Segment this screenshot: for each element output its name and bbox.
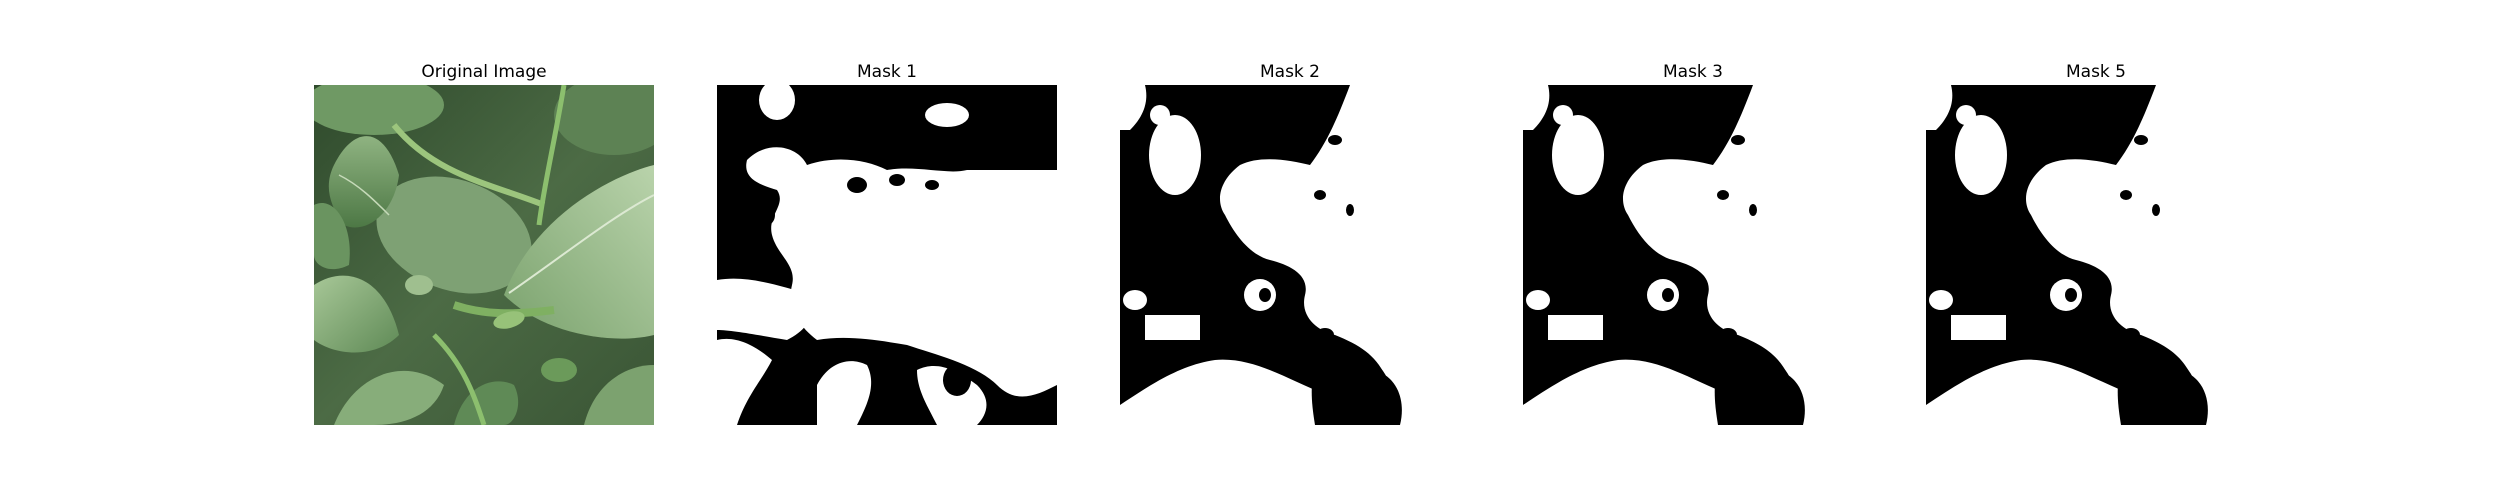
original-leaf-photo	[314, 85, 654, 425]
panel-title-mask-1: Mask 1	[856, 62, 917, 82]
panel-title-original-image: Original Image	[421, 62, 547, 82]
panel-title-mask-2: Mask 2	[1259, 62, 1320, 82]
mask-1-image	[717, 85, 1057, 425]
mask-5-image	[1926, 85, 2266, 425]
panel-title-mask-3: Mask 3	[1662, 62, 1723, 82]
panel-title-mask-5: Mask 5	[2065, 62, 2126, 82]
mask-2-image	[1120, 85, 1460, 425]
mask-3-image	[1523, 85, 1863, 425]
